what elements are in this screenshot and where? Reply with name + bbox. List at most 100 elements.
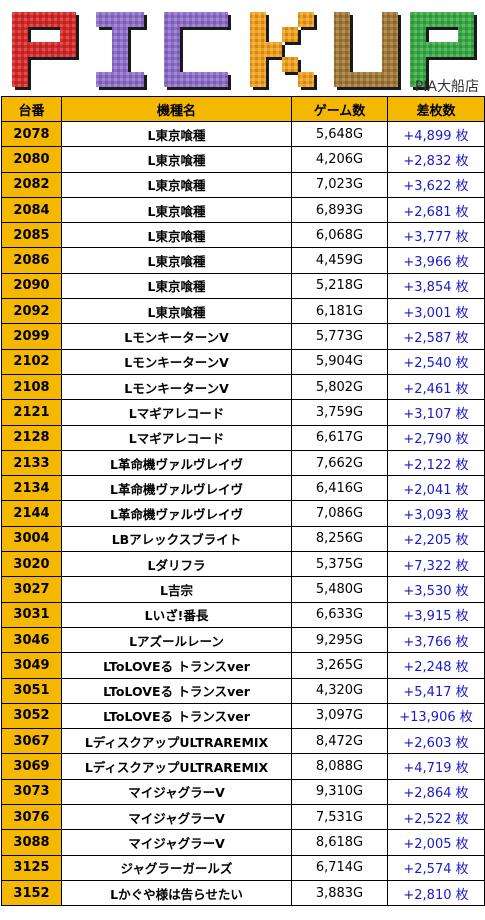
model-name-cell: Lマギアレコード [61, 399, 292, 426]
game-count-cell: 5,480G [291, 576, 388, 603]
table-row: 3152 Lかぐや様は告らせたい 3,883G +2,810 枚 [1, 879, 485, 907]
model-name-cell: L東京喰種 [61, 196, 292, 224]
model-name-cell: Lアズールレーン [61, 626, 292, 654]
model-name-cell: LBアレックスブライト [61, 525, 292, 553]
game-count-cell: 4,206G [291, 146, 388, 173]
game-count-cell: 8,472G [291, 728, 388, 755]
table-row: 2084 L東京喰種 6,893G +2,681 枚 [1, 196, 485, 224]
logo-letter [12, 12, 79, 90]
game-count-cell: 7,531G [291, 804, 388, 831]
coin-difference-cell: +2,587 枚 [387, 323, 485, 350]
table-row: 2085 L東京喰種 6,068G +3,777 枚 [1, 222, 485, 249]
game-count-cell: 4,459G [291, 247, 388, 274]
machine-number-cell: 3031 [1, 601, 62, 628]
machine-number-cell: 3073 [1, 778, 62, 806]
table-row: 3125 ジャグラーガールズ 6,714G +2,574 枚 [1, 854, 485, 881]
game-count-cell: 3,759G [291, 399, 388, 426]
game-count-cell: 4,320G [291, 677, 388, 704]
table-row: 2092 L東京喰種 6,181G +3,001 枚 [1, 298, 485, 325]
table-row: 3076 マイジャグラーV 7,531G +2,522 枚 [1, 804, 485, 831]
table-row: 2144 L革命機ヴァルヴレイヴ 7,086G +3,093 枚 [1, 500, 485, 527]
pickup-logo [12, 12, 477, 90]
table-row: 3067 LディスクアップULTRAREMIX 8,472G +2,603 枚 [1, 728, 485, 755]
table-row: 3004 LBアレックスブライト 8,256G +2,205 枚 [1, 525, 485, 553]
coin-difference-cell: +2,832 枚 [387, 146, 485, 173]
coin-difference-cell: +2,205 枚 [387, 525, 485, 553]
model-name-cell: L革命機ヴァルヴレイヴ [61, 500, 292, 527]
logo-letter [334, 12, 401, 90]
machine-number-cell: 2099 [1, 323, 62, 350]
machine-number-cell: 3069 [1, 753, 62, 780]
machine-number-cell: 2133 [1, 449, 62, 477]
machine-number-cell: 3020 [1, 551, 62, 578]
machine-number-cell: 3152 [1, 879, 62, 907]
model-name-cell: L東京喰種 [61, 171, 292, 198]
model-name-cell: L東京喰種 [61, 272, 292, 300]
coin-difference-cell: +3,777 枚 [387, 222, 485, 249]
model-name-cell: Lダリフラ [61, 551, 292, 578]
game-count-cell: 6,416G [291, 475, 388, 502]
table-row: 2082 L東京喰種 7,023G +3,622 枚 [1, 171, 485, 198]
coin-difference-cell: +2,864 枚 [387, 778, 485, 806]
machine-number-cell: 3125 [1, 854, 62, 881]
coin-difference-cell: +3,107 枚 [387, 399, 485, 426]
table-row: 3020 Lダリフラ 5,375G +7,322 枚 [1, 551, 485, 578]
table-row: 3052 LToLOVEる トランスver 3,097G +13,906 枚 [1, 702, 485, 730]
game-count-cell: 7,662G [291, 449, 388, 477]
logo-letter [96, 12, 147, 90]
table-row: 3046 Lアズールレーン 9,295G +3,766 枚 [1, 626, 485, 654]
coin-difference-cell: +2,248 枚 [387, 652, 485, 679]
coin-difference-cell: +5,417 枚 [387, 677, 485, 704]
coin-difference-cell: +4,719 枚 [387, 753, 485, 780]
machine-number-cell: 2144 [1, 500, 62, 527]
header-game-count: ゲーム数 [291, 96, 388, 122]
model-name-cell: L東京喰種 [61, 222, 292, 249]
machine-number-cell: 3088 [1, 829, 62, 856]
model-name-cell: LToLOVEる トランスver [61, 677, 292, 704]
machine-number-cell: 2121 [1, 399, 62, 426]
machine-number-cell: 3067 [1, 728, 62, 755]
machine-number-cell: 2108 [1, 373, 62, 401]
game-count-cell: 3,097G [291, 702, 388, 730]
game-count-cell: 5,773G [291, 323, 388, 350]
table-row: 2078 L東京喰種 5,648G +4,899 枚 [1, 120, 485, 148]
machine-number-cell: 2086 [1, 247, 62, 274]
coin-difference-cell: +3,966 枚 [387, 247, 485, 274]
store-name: PIA大船店 [414, 79, 479, 95]
table-row: 3031 Lいざ!番長 6,633G +3,915 枚 [1, 601, 485, 628]
table-row: 3049 LToLOVEる トランスver 3,265G +2,248 枚 [1, 652, 485, 679]
game-count-cell: 5,218G [291, 272, 388, 300]
coin-difference-cell: +7,322 枚 [387, 551, 485, 578]
model-name-cell: LモンキーターンV [61, 373, 292, 401]
game-count-cell: 3,265G [291, 652, 388, 679]
game-count-cell: 9,295G [291, 626, 388, 654]
model-name-cell: マイジャグラーV [61, 829, 292, 856]
machine-number-cell: 2084 [1, 196, 62, 224]
table-header-row: 台番 機種名 ゲーム数 差枚数 [1, 96, 485, 122]
model-name-cell: LディスクアップULTRAREMIX [61, 753, 292, 780]
game-count-cell: 5,648G [291, 120, 388, 148]
header-model-name: 機種名 [61, 96, 292, 122]
model-name-cell: L革命機ヴァルヴレイヴ [61, 475, 292, 502]
machine-number-cell: 2128 [1, 424, 62, 451]
game-count-cell: 8,256G [291, 525, 388, 553]
machine-number-cell: 2082 [1, 171, 62, 198]
logo-letter [250, 12, 317, 90]
header-machine-number: 台番 [1, 96, 62, 122]
model-name-cell: Lいざ!番長 [61, 601, 292, 628]
coin-difference-cell: +2,681 枚 [387, 196, 485, 224]
coin-difference-cell: +2,041 枚 [387, 475, 485, 502]
table-row: 2099 LモンキーターンV 5,773G +2,587 枚 [1, 323, 485, 350]
model-name-cell: LToLOVEる トランスver [61, 702, 292, 730]
machine-number-cell: 2078 [1, 120, 62, 148]
machine-number-cell: 3004 [1, 525, 62, 553]
coin-difference-cell: +2,810 枚 [387, 879, 485, 907]
model-name-cell: Lかぐや様は告らせたい [61, 879, 292, 907]
coin-difference-cell: +2,122 枚 [387, 449, 485, 477]
game-count-cell: 6,068G [291, 222, 388, 249]
game-count-cell: 8,618G [291, 829, 388, 856]
pickup-banner: PIA大船店 [0, 0, 485, 96]
model-name-cell: L東京喰種 [61, 120, 292, 148]
header-coin-difference: 差枚数 [387, 96, 485, 122]
